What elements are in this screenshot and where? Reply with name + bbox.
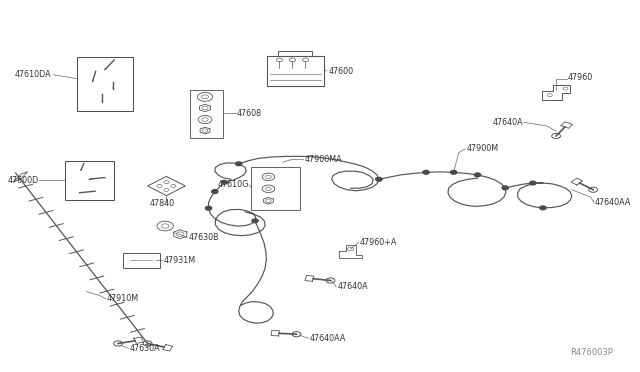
Text: 47600: 47600 [328, 67, 354, 76]
Text: 47900MA: 47900MA [305, 155, 342, 164]
Text: 47600D: 47600D [8, 176, 39, 185]
Bar [267, 56, 324, 86]
Polygon shape [81, 169, 82, 170]
Bar [252, 167, 300, 210]
Text: 47960: 47960 [568, 73, 593, 82]
Text: 47608: 47608 [237, 109, 262, 118]
Text: 47610G: 47610G [218, 180, 249, 189]
Circle shape [205, 206, 212, 210]
Circle shape [252, 219, 258, 223]
Text: 47640AA: 47640AA [310, 334, 346, 343]
Circle shape [236, 162, 242, 166]
Polygon shape [92, 79, 93, 81]
Polygon shape [105, 67, 108, 70]
Text: 47840: 47840 [150, 199, 175, 208]
Text: 47931M: 47931M [163, 256, 195, 264]
Text: 47640AA: 47640AA [595, 198, 631, 207]
Circle shape [502, 186, 508, 190]
Circle shape [474, 173, 481, 177]
Text: 47610DA: 47610DA [15, 70, 51, 79]
Text: 47910M: 47910M [107, 294, 139, 303]
Bar [65, 161, 114, 200]
Circle shape [423, 170, 429, 174]
Circle shape [530, 181, 536, 185]
Circle shape [212, 190, 218, 193]
Text: 47960+A: 47960+A [360, 238, 397, 247]
Bar [77, 57, 133, 111]
Polygon shape [79, 192, 83, 193]
Circle shape [221, 180, 227, 184]
Circle shape [451, 170, 457, 174]
Text: 47640A: 47640A [337, 282, 368, 291]
Text: R476003P: R476003P [570, 348, 612, 357]
Text: 47630A: 47630A [130, 344, 161, 353]
Text: 47900M: 47900M [466, 144, 499, 153]
Circle shape [376, 177, 382, 181]
Bar [123, 253, 159, 267]
Text: 47630B: 47630B [188, 233, 219, 243]
Bar [278, 51, 312, 56]
Bar [190, 90, 223, 138]
Circle shape [540, 206, 546, 210]
Text: 47640A: 47640A [492, 118, 523, 127]
